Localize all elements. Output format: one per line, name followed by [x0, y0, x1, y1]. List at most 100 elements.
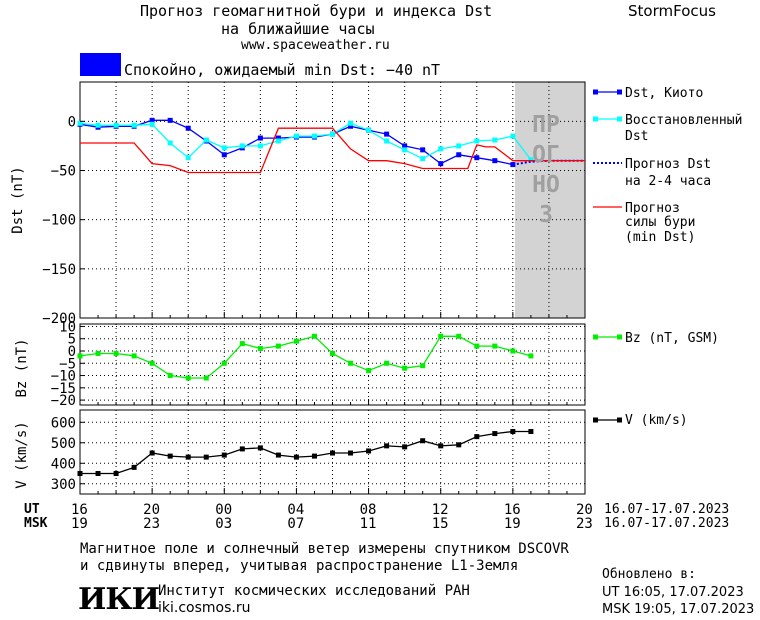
v-series-0-point: [113, 471, 119, 477]
bz-series-0-point: [131, 353, 137, 359]
bz-ytick-label: −20: [51, 393, 76, 409]
bz-series-0-point: [528, 353, 534, 359]
dst-series-1-point: [257, 143, 263, 149]
v-series-0-point: [77, 471, 83, 477]
bz-series-0-point: [510, 348, 516, 354]
legend-marker-4: [617, 334, 622, 340]
legend-marker-4: [593, 334, 598, 340]
website-link[interactable]: www.spaceweather.ru: [241, 38, 390, 53]
msk-tick-label: 15: [431, 516, 449, 532]
bz-series-0-point: [492, 343, 498, 349]
msk-tick-label: 07: [287, 516, 305, 532]
legend-marker-0: [617, 89, 622, 95]
legend-marker-1: [593, 116, 598, 122]
dst-series-0-point: [420, 147, 426, 153]
v-ytick-label: 300: [51, 477, 76, 493]
bz-series-0-point: [384, 360, 390, 366]
v-ytick-label: 400: [51, 456, 76, 472]
bz-series-0-point: [456, 333, 462, 339]
bz-series-0-point: [77, 353, 83, 359]
v-series-0-point: [420, 438, 426, 444]
dst-series-1-point: [330, 131, 335, 137]
bz-series-0-point: [275, 343, 281, 349]
bz-series-0-point: [239, 341, 245, 347]
dst-ytick-label: −200: [42, 311, 76, 327]
dst-series-1-point: [311, 133, 317, 139]
dst-series-0-point: [275, 135, 281, 141]
dst-series-0-point: [492, 158, 498, 164]
bz-series-0-point: [420, 363, 426, 369]
chart-title-line2: на ближайшие часы: [221, 20, 375, 38]
v-series-0-point: [348, 450, 354, 456]
dst-series-0-point: [438, 161, 444, 167]
ut-tick-label: 16: [71, 502, 88, 518]
dst-series-1-point: [275, 138, 281, 144]
footer-note-line2: и сдвинуты вперед, учитывая распростране…: [80, 558, 519, 574]
ut-tick-label: 20: [143, 502, 160, 518]
ut-tick-label: 16: [503, 502, 521, 518]
updated-label: Обновлено в:: [602, 567, 696, 582]
dst-series-1-point: [113, 122, 119, 128]
v-series-0-point: [293, 454, 299, 460]
ut-tick-label: 12: [431, 502, 449, 518]
dst-series-1-point: [492, 137, 498, 143]
dst-series-1-line: [79, 122, 532, 161]
bz-ylabel: Bz (nT): [14, 338, 30, 397]
bz-series-0-point: [402, 365, 408, 371]
v-series-0-point: [366, 448, 372, 454]
msk-axis-label: MSK: [24, 516, 48, 531]
dst-series-0-point: [167, 117, 173, 123]
msk-tick-label: 19: [71, 516, 88, 532]
dst-series-0-point: [348, 123, 354, 129]
v-series-0-point: [203, 454, 209, 460]
v-ytick-label: 500: [51, 436, 76, 452]
msk-date-range: 16.07-17.07.2023: [604, 516, 730, 531]
dst-series-1-point: [77, 120, 83, 126]
legend-storm-forecast-3: (min Dst): [625, 230, 696, 245]
v-series-0-point: [275, 452, 281, 458]
v-series-0-point: [167, 453, 173, 459]
dst-series-1-point: [293, 133, 299, 139]
bz-series-0-point: [330, 350, 335, 356]
legend-marker-0: [593, 89, 598, 95]
v-series-0-point: [438, 443, 444, 449]
bz-series-0-point: [185, 375, 191, 381]
msk-tick-label: 03: [215, 516, 233, 532]
dst-series-1-point: [438, 146, 444, 152]
bz-series-0-point: [113, 350, 119, 356]
forecast-band-label: ПРОГНОЗ: [532, 112, 560, 228]
dst-series-1-point: [474, 138, 480, 144]
dst-series-1-point: [167, 140, 173, 146]
v-series-0-point: [131, 464, 137, 470]
v-series-0-point: [492, 431, 498, 437]
v-series-0-line: [80, 430, 531, 475]
dst-series-1-point: [149, 121, 155, 127]
legend-dst-restored-2: Dst: [625, 129, 649, 144]
legend-dst-kyoto: Dst, Киото: [625, 86, 704, 101]
legend-v: V (km/s): [625, 413, 688, 428]
dst-series-0-point: [384, 131, 390, 137]
v-ylabel: V (km/s): [14, 421, 30, 488]
updated-ut: UT 16:05, 17.07.2023: [602, 585, 744, 600]
bz-series-0-point: [167, 373, 173, 379]
bz-series-0-line: [79, 335, 532, 379]
v-series-0-point: [149, 450, 155, 456]
dst-series-1-point: [528, 157, 534, 163]
dst-series-1-point: [402, 147, 408, 153]
brand-name: StormFocus: [628, 2, 716, 20]
bz-series-0-point: [257, 346, 263, 352]
bz-series-0-point: [348, 360, 354, 366]
legend-dst-forecast-2: на 2-4 часа: [625, 174, 712, 189]
dst-series-1-point: [348, 120, 354, 126]
dst-series-0-point: [456, 152, 462, 158]
v-series-0-point: [311, 453, 317, 459]
ut-axis-label: UT: [24, 502, 40, 517]
msk-tick-label: 19: [503, 516, 521, 532]
status-text: Спокойно, ожидаемый min Dst: −40 nT: [124, 61, 441, 79]
legend-storm-forecast-1: Прогноз: [625, 201, 680, 216]
institute-url[interactable]: iki.cosmos.ru: [158, 600, 251, 616]
dst-series-0-point: [257, 135, 263, 141]
legend-marker-5: [617, 417, 622, 423]
dst-series-1-point: [384, 138, 390, 144]
